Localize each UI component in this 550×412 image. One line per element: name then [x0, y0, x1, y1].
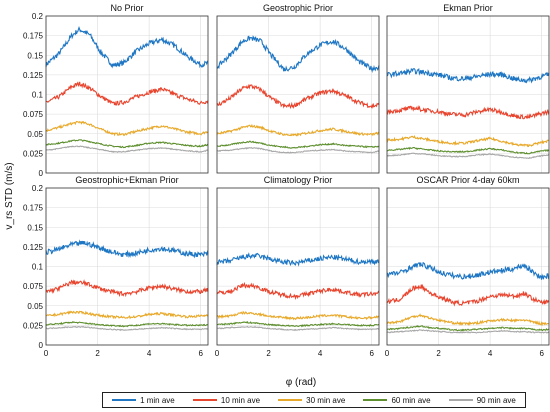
- panel-title: OSCAR Prior 4-day 60km: [416, 175, 519, 185]
- legend-item: 30 min ave: [278, 396, 345, 405]
- y-tick-label: 0.025: [23, 149, 44, 158]
- series-line-1-min-ave: [216, 252, 380, 267]
- series-line-10-min-ave: [45, 279, 209, 298]
- series-line-90-min-ave: [216, 325, 380, 332]
- panel-title: Geostrophic Prior: [263, 3, 333, 13]
- legend-label: 90 min ave: [476, 395, 516, 405]
- series-line-10-min-ave: [216, 281, 380, 301]
- series-line-90-min-ave: [45, 325, 209, 332]
- series-line-90-min-ave: [45, 145, 209, 153]
- panel-title: Ekman Prior: [443, 3, 493, 13]
- y-tick-label: 0.05: [27, 130, 43, 139]
- series-line-90-min-ave: [386, 152, 550, 160]
- y-tick-label: 0.05: [27, 302, 43, 311]
- legend: 1 min ave 10 min ave 30 min ave 60 min ave 9…: [102, 392, 526, 408]
- y-tick-label: 0.15: [27, 223, 43, 232]
- x-tick-label: 4: [488, 349, 493, 358]
- y-tick-label: 0.125: [23, 71, 44, 80]
- x-tick-label: 6: [539, 349, 544, 358]
- legend-swatch: [363, 399, 388, 401]
- x-tick-label: 4: [147, 349, 152, 358]
- x-tick-label: 2: [95, 349, 100, 358]
- series-line-10-min-ave: [386, 104, 550, 120]
- x-tick-label: 2: [436, 349, 441, 358]
- y-tick-label: 0.175: [23, 204, 44, 213]
- y-tick-label: 0.175: [23, 32, 44, 41]
- y-tick-label: 0.075: [23, 110, 44, 119]
- chart-svg: No Prior 0 0.025 0.05 0.075 0.1 0.125 0.15 0.175…: [4, 3, 550, 388]
- panel-frame: [216, 187, 380, 346]
- x-tick-label: 2: [266, 349, 271, 358]
- y-tick-label: 0.2: [32, 12, 44, 21]
- series-line-10-min-ave: [216, 83, 380, 110]
- series-line-30-min-ave: [386, 135, 550, 148]
- legend-label: 30 min ave: [306, 395, 346, 405]
- legend-label: 10 min ave: [220, 395, 261, 405]
- y-axis-label: v_rs STD (m/s): [4, 162, 15, 229]
- series-line-30-min-ave: [216, 310, 380, 321]
- panel-frame: [386, 187, 550, 346]
- series-line-10-min-ave: [45, 81, 209, 106]
- legend-swatch: [448, 399, 473, 401]
- x-tick-label: 0: [44, 349, 49, 358]
- y-tick-label: 0.025: [23, 321, 44, 330]
- panel-frame: [45, 15, 209, 174]
- x-tick-label: 4: [318, 349, 323, 358]
- series-line-30-min-ave: [45, 310, 209, 320]
- y-tick-label: 0.125: [23, 243, 44, 252]
- series-line-1-min-ave: [386, 261, 550, 280]
- y-tick-label: 0: [39, 169, 44, 178]
- series-line-30-min-ave: [45, 120, 209, 137]
- legend-item: 60 min ave: [363, 395, 431, 405]
- series-line-60-min-ave: [45, 321, 209, 328]
- y-tick-label: 0.1: [32, 91, 44, 100]
- series-line-10-min-ave: [386, 283, 550, 307]
- y-tick-label: 0.15: [27, 51, 43, 60]
- panel-title: Climatology Prior: [264, 175, 333, 185]
- x-tick-label: 0: [215, 349, 220, 358]
- legend-item: 90 min ave: [448, 395, 516, 405]
- legend-swatch: [112, 399, 137, 401]
- panel-frame: [386, 15, 550, 174]
- series-line-1-min-ave: [45, 25, 209, 69]
- y-tick-label: 0.075: [23, 282, 44, 291]
- y-tick-label: 0.1: [32, 263, 44, 272]
- x-axis-label: φ (rad): [286, 377, 316, 388]
- series-line-30-min-ave: [216, 123, 380, 137]
- x-tick-label: 6: [369, 349, 374, 358]
- series-line-60-min-ave: [45, 139, 209, 149]
- panel-title: No Prior: [110, 3, 143, 13]
- x-tick-label: 6: [198, 349, 203, 358]
- series-line-90-min-ave: [216, 146, 380, 154]
- legend-item: 1 min ave: [112, 396, 175, 405]
- series-line-1-min-ave: [216, 35, 380, 73]
- panel-frame: [45, 187, 209, 346]
- y-tick-label: 0: [39, 341, 44, 350]
- series-line-1-min-ave: [45, 239, 209, 259]
- x-tick-label: 0: [385, 349, 390, 358]
- series-line-1-min-ave: [386, 67, 550, 84]
- panel-title: Geostrophic+Ekman Prior: [75, 175, 178, 185]
- series-line-30-min-ave: [386, 313, 550, 327]
- y-tick-label: 0.2: [32, 184, 44, 193]
- series-line-60-min-ave: [216, 140, 380, 149]
- legend-label: 1 min ave: [140, 395, 175, 405]
- series-line-90-min-ave: [386, 329, 550, 334]
- legend-swatch: [278, 399, 303, 401]
- series-line-60-min-ave: [216, 320, 380, 328]
- legend-label: 60 min ave: [391, 395, 431, 405]
- legend-item: 10 min ave: [192, 395, 261, 405]
- series-line-60-min-ave: [386, 325, 550, 332]
- series-line-60-min-ave: [386, 146, 550, 155]
- legend-swatch: [192, 399, 217, 401]
- panel-frame: [216, 15, 380, 174]
